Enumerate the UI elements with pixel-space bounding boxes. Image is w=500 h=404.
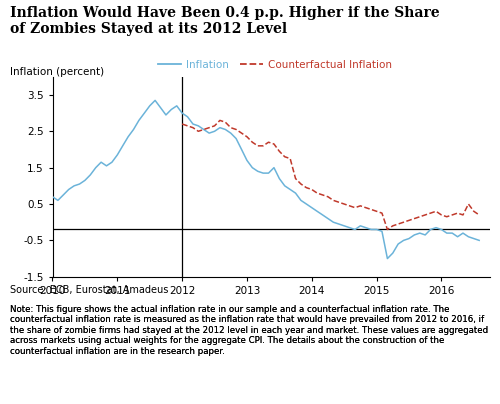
Legend: Inflation, Counterfactual Inflation: Inflation, Counterfactual Inflation [154, 56, 396, 74]
Text: Inflation Would Have Been 0.4 p.p. Higher if the Share: Inflation Would Have Been 0.4 p.p. Highe… [10, 6, 440, 20]
Text: Inflation (percent): Inflation (percent) [10, 67, 104, 77]
Text: Note: This figure shows the actual inflation rate in our sample and a counterfac: Note: This figure shows the actual infla… [10, 305, 488, 356]
Text: of Zombies Stayed at its 2012 Level: of Zombies Stayed at its 2012 Level [10, 22, 287, 36]
Text: Note: This figure shows the actual inflation rate in our sample and a counterfac: Note: This figure shows the actual infla… [10, 305, 488, 356]
Text: Source: ECB, Eurostat, Amadeus: Source: ECB, Eurostat, Amadeus [10, 285, 168, 295]
